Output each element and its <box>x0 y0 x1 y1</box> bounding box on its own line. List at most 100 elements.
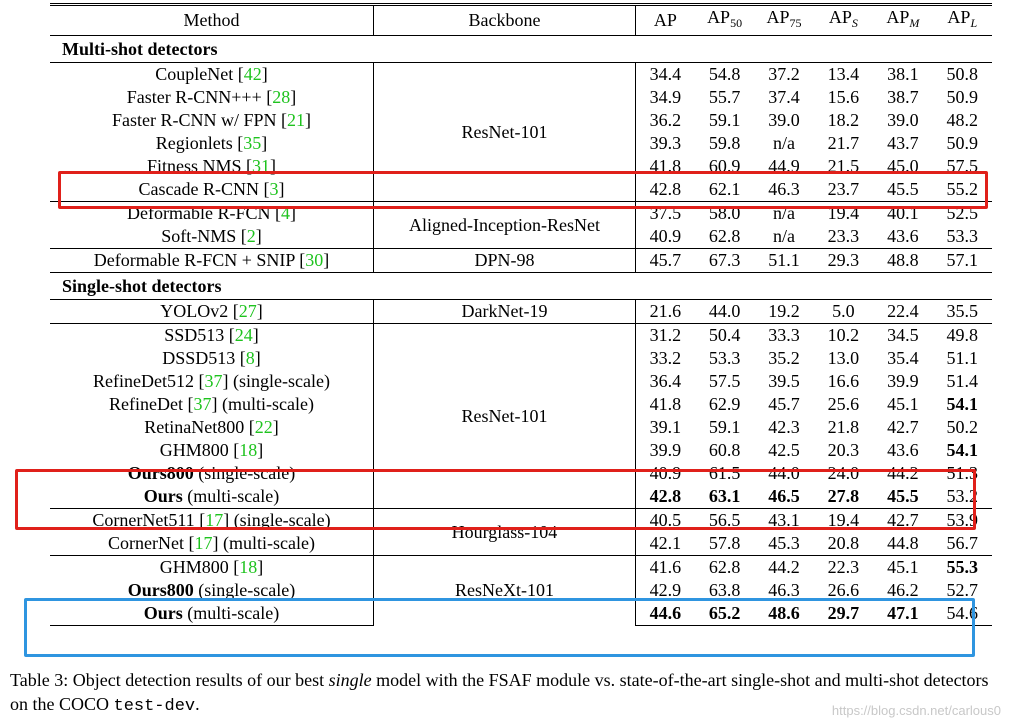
method-suffix: (single-scale) <box>198 580 296 600</box>
citation-number: 18 <box>239 440 258 460</box>
value-apm: 38.1 <box>887 64 919 84</box>
value-ap50: 62.8 <box>694 555 755 579</box>
citation-link[interactable]: [30] <box>294 250 330 270</box>
method-name: GHM800 <box>159 440 229 460</box>
citation-number: 17 <box>205 510 224 530</box>
method-name: Ours800 <box>127 580 194 600</box>
value-apm: 35.4 <box>887 348 919 368</box>
method-name: Ours800 <box>127 463 194 483</box>
header-row: Method Backbone AP AP50 AP75 APS APM APL <box>50 3 992 36</box>
table-row: GHM800 [18] ResNeXt-101 41.6 62.8 44.2 22.3 45… <box>50 555 992 626</box>
value-apl: 51.4 <box>946 371 979 391</box>
method-cell: Cascade R-CNN [3] <box>50 178 375 202</box>
method-name: CornerNet511 <box>92 510 195 530</box>
method-name: RefineDet512 <box>93 371 195 391</box>
citation-link[interactable]: [42] <box>233 64 268 84</box>
value-ap75: 45.3 <box>768 533 800 553</box>
method-cell: RetinaNet800 [22] <box>50 416 375 439</box>
method-cell: Ours (multi-scale) <box>50 602 375 626</box>
value-ap: 36.2 <box>634 109 695 132</box>
value-apl: 52.7 <box>946 580 979 600</box>
method-cell: Faster R-CNN+++ [28] <box>50 86 375 109</box>
table-row: RetinaNet800 [22] 39.1 59.1 42.3 21.8 42.7 50.… <box>50 416 992 439</box>
value-aps: 16.6 <box>827 371 860 391</box>
value-ap50: 59.8 <box>708 133 741 153</box>
backbone-cell: DPN-98 <box>373 248 636 273</box>
value-ap: 39.9 <box>634 439 695 462</box>
citation-number: 18 <box>239 557 258 577</box>
method-name: Cascade R-CNN <box>138 179 259 199</box>
value-ap75: 44.0 <box>768 463 800 483</box>
citation-link[interactable]: [4] <box>270 203 296 223</box>
value-apl: 48.2 <box>946 110 979 130</box>
value-ap50: 62.9 <box>708 394 741 414</box>
method-suffix: (single-scale) <box>198 463 296 483</box>
table-row: GHM800 [18] 39.9 60.8 42.5 20.3 43.6 54.1 <box>50 439 992 462</box>
value-aps: 22.3 <box>813 555 874 579</box>
citation-number: 42 <box>243 64 262 84</box>
value-apm: 43.7 <box>887 133 919 153</box>
method-name: Fitness NMS <box>147 156 242 176</box>
citation-link[interactable]: [21] <box>276 110 312 130</box>
value-ap: 42.9 <box>634 579 695 602</box>
value-apl: 50.8 <box>946 64 979 84</box>
citation-link[interactable]: [35] <box>232 133 268 153</box>
citation-link[interactable]: [17] <box>184 533 219 553</box>
citation-number: 28 <box>272 87 291 107</box>
value-ap50: 44.0 <box>708 301 741 321</box>
method-cell: GHM800 [18] <box>50 439 375 462</box>
value-ap75: n/a <box>772 226 795 246</box>
citation-link[interactable]: [27] <box>228 301 263 321</box>
value-ap50: 58.0 <box>694 201 755 225</box>
value-aps: 18.2 <box>827 110 860 130</box>
value-apl: 53.9 <box>932 508 992 532</box>
value-ap75: 19.2 <box>768 301 800 321</box>
table-row: CornerNet [17] (multi-scale) 42.1 57.8 45.3… <box>50 532 992 556</box>
value-ap75: 42.5 <box>768 440 800 460</box>
section-row-single: Single-shot detectors <box>50 272 992 300</box>
citation-link[interactable]: [24] <box>224 325 259 345</box>
value-ap: 44.6 <box>634 602 695 626</box>
method-name: RetinaNet800 <box>144 417 245 437</box>
value-ap75: 51.1 <box>754 248 814 273</box>
citation-link[interactable]: [17] <box>194 510 230 530</box>
citation-link[interactable]: [37] <box>194 371 229 391</box>
citation-link[interactable]: [18] <box>228 440 264 460</box>
table-row: YOLOv2 [27] DarkNet-19 21.6 44.0 19.2 5.0 22.4… <box>50 299 992 324</box>
value-aps: 13.0 <box>827 348 860 368</box>
value-ap75: 45.7 <box>768 394 800 414</box>
section-title-multi: Multi-shot detectors <box>50 35 992 63</box>
method-name: Soft-NMS <box>161 226 237 246</box>
value-apl: 50.9 <box>946 133 979 153</box>
value-aps: 10.2 <box>813 323 874 347</box>
method-suffix: (single-scale) <box>233 510 331 530</box>
value-ap75: 44.9 <box>768 156 800 176</box>
method-cell: DSSD513 [8] <box>50 347 375 370</box>
value-apl: 51.3 <box>946 463 979 483</box>
table-row: Regionlets [35] 39.3 59.8 n/a 21.7 43.7 50.9 <box>50 132 992 155</box>
citation-link[interactable]: [37] <box>183 394 218 414</box>
value-ap50: 60.9 <box>708 156 741 176</box>
method-cell: YOLOv2 [27] <box>50 299 375 324</box>
citation-link[interactable]: [18] <box>228 557 264 577</box>
citation-link[interactable]: [31] <box>241 156 277 176</box>
citation-link[interactable]: [22] <box>244 417 279 437</box>
table-row: Faster R-CNN w/ FPN [21] 36.2 59.1 39.0 18.2… <box>50 109 992 132</box>
citation-link[interactable]: [8] <box>235 348 261 368</box>
method-suffix: (multi-scale) <box>223 533 315 553</box>
value-apl: 56.7 <box>946 533 979 553</box>
method-cell: Ours800 (single-scale) <box>50 579 375 602</box>
header-ap: AP <box>634 3 695 36</box>
table-row: RefineDet [37] (multi-scale) 41.8 62.9 45.7… <box>50 393 992 416</box>
citation-link[interactable]: [3] <box>259 179 285 199</box>
method-name: GHM800 <box>159 557 229 577</box>
citation-link[interactable]: [2] <box>236 226 262 246</box>
value-ap75: n/a <box>754 201 814 225</box>
value-aps: 19.4 <box>813 508 874 532</box>
citation-link[interactable]: [28] <box>261 87 297 107</box>
value-apm: 42.7 <box>887 417 919 437</box>
value-ap50: 59.1 <box>708 417 741 437</box>
citation-number: 35 <box>243 133 262 153</box>
value-ap75: 39.5 <box>768 371 800 391</box>
table-row: Ours (multi-scale) 42.8 63.1 46.5 27.8 45.5 53… <box>50 485 992 509</box>
